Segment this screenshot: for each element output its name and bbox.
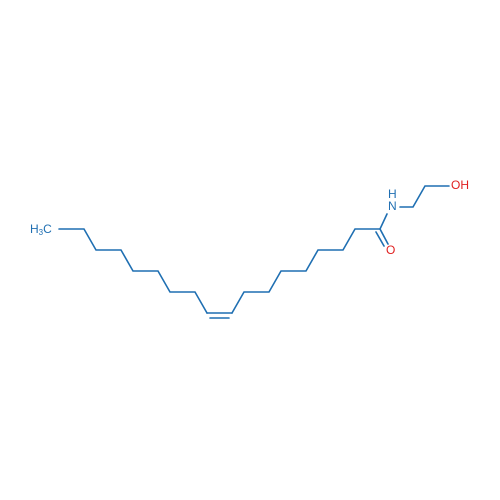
- methyl-label: H3C: [30, 222, 52, 237]
- methyl-sub: 3: [39, 228, 44, 237]
- carbon-chain-2: [231, 213, 388, 314]
- methyl-c: C: [43, 222, 52, 236]
- amide-h-label: H: [388, 187, 397, 201]
- hydroxyl-label: OH: [451, 178, 469, 192]
- ethanol-chain: [399, 185, 450, 208]
- nitrogen-label: N: [388, 199, 397, 213]
- oxygen-label: O: [386, 243, 395, 257]
- carbonyl-bond-inner: [375, 231, 385, 247]
- carbon-chain: [58, 228, 208, 314]
- bonds: [58, 185, 450, 319]
- methyl-h: H: [30, 222, 39, 236]
- carbonyl-bond: [379, 228, 389, 245]
